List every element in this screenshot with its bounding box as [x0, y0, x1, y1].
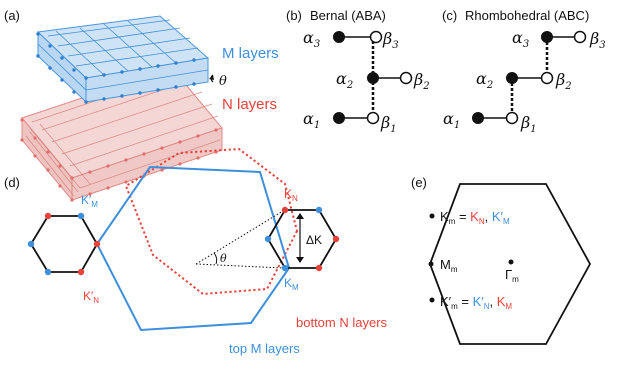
rhombo-site-a3 [541, 31, 553, 43]
panel-a: (a) [4, 8, 279, 202]
left-km-prime-label: K′M [81, 193, 98, 209]
bernal-site-a2 [367, 72, 379, 84]
twist-angle-symbol: θ [220, 252, 227, 265]
delta-k-label: ΔK [306, 233, 322, 247]
rhombo-b3-label: β3 [589, 29, 606, 51]
panel-a-label: (a) [4, 8, 20, 23]
right-corner-point-4 [264, 235, 272, 243]
panel-c-title: Rhombohedral (ABC) [465, 8, 589, 23]
panel-d-label: (d) [4, 175, 20, 190]
panel-b: (b) Bernal (ABA) α3 β3 α2 β2 α1 β1 [286, 8, 430, 135]
rhombo-site-b1 [505, 111, 519, 125]
left-mini-brillouin-zone [29, 215, 99, 273]
rhombo-b2-label: β2 [555, 70, 572, 92]
delta-k-arrowhead-top-icon [296, 213, 304, 219]
bottom-n-layers-label: bottom N layers [296, 315, 388, 330]
mm-point [428, 261, 434, 267]
left-kn-prime-label: K′N [83, 289, 99, 305]
bernal-site-b3 [369, 30, 383, 44]
n-layers-brillouin-zone [124, 147, 299, 296]
rhombo-site-a1 [472, 112, 484, 124]
km-point [429, 213, 435, 219]
panel-d: (d) ΔK θ K′M K′N KN KM [4, 147, 388, 356]
rhombo-site-b3 [573, 30, 587, 44]
right-km-label: KM [284, 276, 299, 292]
panel-e: (e) Km = KN, K′M Mm Γm K′m = K′N, KM [411, 175, 592, 345]
twist-angle-label: θ [219, 74, 227, 89]
rhombo-a2-label: α2 [476, 69, 493, 91]
rhombo-site-b2 [540, 71, 554, 85]
mm-label: Mm [440, 257, 458, 274]
bernal-b2-label: β2 [413, 70, 430, 92]
right-kn-label: KN [284, 187, 298, 203]
right-kn-point [281, 206, 289, 214]
bernal-a3-label: α3 [303, 28, 320, 50]
panel-b-title: Bernal (ABA) [310, 8, 386, 23]
twist-arc [213, 252, 218, 265]
rhombo-site-a2 [506, 72, 518, 84]
m-layers-brillouin-zone [95, 165, 291, 332]
m-layers-slab [36, 15, 210, 104]
gamma-label: Γm [505, 267, 519, 284]
twist-ray-1 [195, 263, 284, 269]
bernal-a1-label: α1 [303, 109, 320, 131]
left-km-point [77, 212, 85, 220]
km-equation: Km = KN, K′M [440, 209, 510, 226]
panel-b-label: (b) [286, 8, 302, 23]
right-corner-point-2 [332, 235, 340, 243]
left-kn-prime-point [77, 268, 85, 276]
left-corner-point-1 [44, 268, 52, 276]
panel-c: (c) Rhombohedral (ABC) α3 β3 α2 β2 α1 β1 [442, 8, 606, 135]
panel-e-label: (e) [411, 175, 427, 190]
panel-c-label: (c) [442, 8, 457, 23]
gamma-point [508, 259, 514, 265]
m-layers-label: M layers [222, 45, 279, 62]
left-corner-point-3 [44, 212, 52, 220]
top-m-layers-label: top M layers [229, 341, 300, 356]
km-prime-point [429, 297, 435, 303]
rhombo-a1-label: α1 [443, 109, 460, 131]
left-kn-point [93, 240, 101, 248]
n-layers-label: N layers [222, 96, 277, 113]
bernal-b3-label: β3 [382, 29, 399, 51]
right-km-point [281, 264, 289, 272]
right-corner-point-3 [315, 264, 323, 272]
km-prime-equation: K′m = K′N, KM [440, 294, 512, 311]
bernal-a2-label: α2 [336, 69, 353, 91]
left-corner-point-2 [27, 240, 35, 248]
rhombo-b1-label: β1 [520, 113, 537, 135]
right-corner-point-1 [315, 206, 323, 214]
bernal-b1-label: β1 [380, 113, 397, 135]
bernal-site-a3 [333, 31, 345, 43]
bernal-site-b1 [366, 111, 380, 125]
delta-k-arrowhead-bottom-icon [296, 257, 304, 263]
bernal-site-b2 [399, 71, 413, 85]
bernal-site-a1 [333, 112, 345, 124]
rhombo-a3-label: α3 [512, 28, 529, 50]
twist-ray-2 [195, 210, 284, 265]
twist-arrowhead-icon [209, 75, 214, 80]
n-layers-slab [20, 67, 223, 202]
